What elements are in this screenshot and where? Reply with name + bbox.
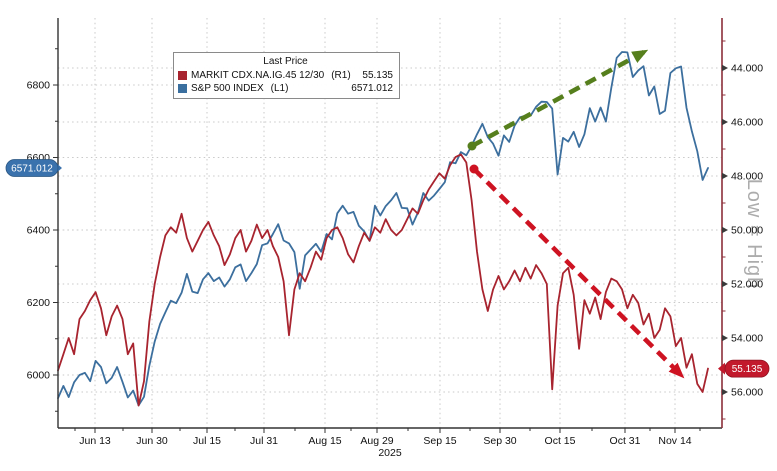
cdx-line	[57, 153, 709, 407]
left-axis-tick-label: 6200	[27, 297, 51, 309]
legend-title: Last Price	[263, 56, 308, 67]
x-axis-tick-label: Aug 15	[308, 435, 341, 447]
right-axis-tick-arrow-icon	[722, 64, 728, 72]
right-axis-tick-label: 44.000	[731, 63, 763, 75]
left-axis-tick-label: 6400	[27, 225, 51, 237]
sp500-axis-ref: (L1)	[270, 83, 289, 94]
x-axis-tick-label: Oct 31	[610, 435, 641, 447]
cdx-series-swatch-icon	[178, 71, 187, 80]
right-axis-tick-label: 46.000	[731, 117, 763, 129]
x-axis-tick-label: Aug 29	[360, 435, 393, 447]
right-axis-tick-label: 48.000	[731, 171, 763, 183]
sp500-last-price: 6571.012	[351, 83, 393, 94]
uptrend-arrow	[467, 49, 649, 151]
legend-row-sp500: S&P 500 INDEX (L1) 6571.012	[178, 82, 393, 95]
sp500-line	[57, 51, 709, 407]
x-axis-tick-label: Nov 14	[658, 435, 691, 447]
right-axis-tick-arrow-icon	[722, 280, 728, 288]
downtrend-arrow	[469, 164, 685, 379]
x-axis-tick-label: Jul 31	[250, 435, 278, 447]
right-axis-tick-label: 56.000	[731, 387, 763, 399]
right-axis-tick-arrow-icon	[722, 118, 728, 126]
cdx-price-tag: 55.135	[718, 359, 770, 378]
right-axis-tick-label: 52.000	[731, 279, 763, 291]
sp500-price-tag-pill	[5, 159, 59, 177]
x-axis-tick-label: Sep 30	[483, 435, 516, 447]
right-axis-tick-label: 50.000	[731, 225, 763, 237]
cdx-price-tag-text: 55.135	[732, 364, 763, 375]
uptrend-arrow-line	[470, 49, 649, 149]
cdx-price-tag-pill	[724, 359, 770, 378]
right-axis-tick-arrow-icon	[722, 388, 728, 396]
right-axis-tick-label: 54.000	[731, 333, 763, 345]
cdx-price-tag-pointer	[718, 362, 725, 375]
right-axis-watermark: Low = High	[743, 179, 765, 290]
downtrend-arrow-line	[472, 167, 685, 379]
cdx-axis-ref: (R1)	[331, 70, 351, 81]
legend-row-cdx: MARKIT CDX.NA.IG.45 12/30 (R1) 55.135	[178, 69, 393, 82]
right-axis-tick-arrow-icon	[722, 172, 728, 180]
cdx-series-label: MARKIT CDX.NA.IG.45 12/30	[191, 70, 325, 81]
x-axis-tick-label: Jun 30	[136, 435, 168, 447]
x-axis-tick-label: Jun 13	[79, 435, 111, 447]
right-axis-tick-arrow-icon	[722, 226, 728, 234]
left-axis-tick-label: 6800	[27, 80, 51, 92]
sp500-price-tag-text: 6571.012	[11, 164, 53, 175]
cdx-last-price: 55.135	[362, 70, 393, 81]
x-axis-year-label: 2025	[378, 447, 402, 459]
legend[interactable]: Last Price MARKIT CDX.NA.IG.45 12/30 (R1…	[173, 52, 400, 99]
x-axis-tick-label: Sep 15	[423, 435, 456, 447]
sp500-price-tag: 6571.012	[5, 159, 62, 177]
x-axis-tick-label: Jul 15	[193, 435, 221, 447]
sp500-series-swatch-icon	[178, 84, 187, 93]
x-axis-tick-label: Oct 15	[545, 435, 576, 447]
right-axis-tick-arrow-icon	[722, 334, 728, 342]
sp500-series-label: S&P 500 INDEX	[191, 83, 264, 94]
left-axis-tick-label: 6000	[27, 370, 51, 382]
